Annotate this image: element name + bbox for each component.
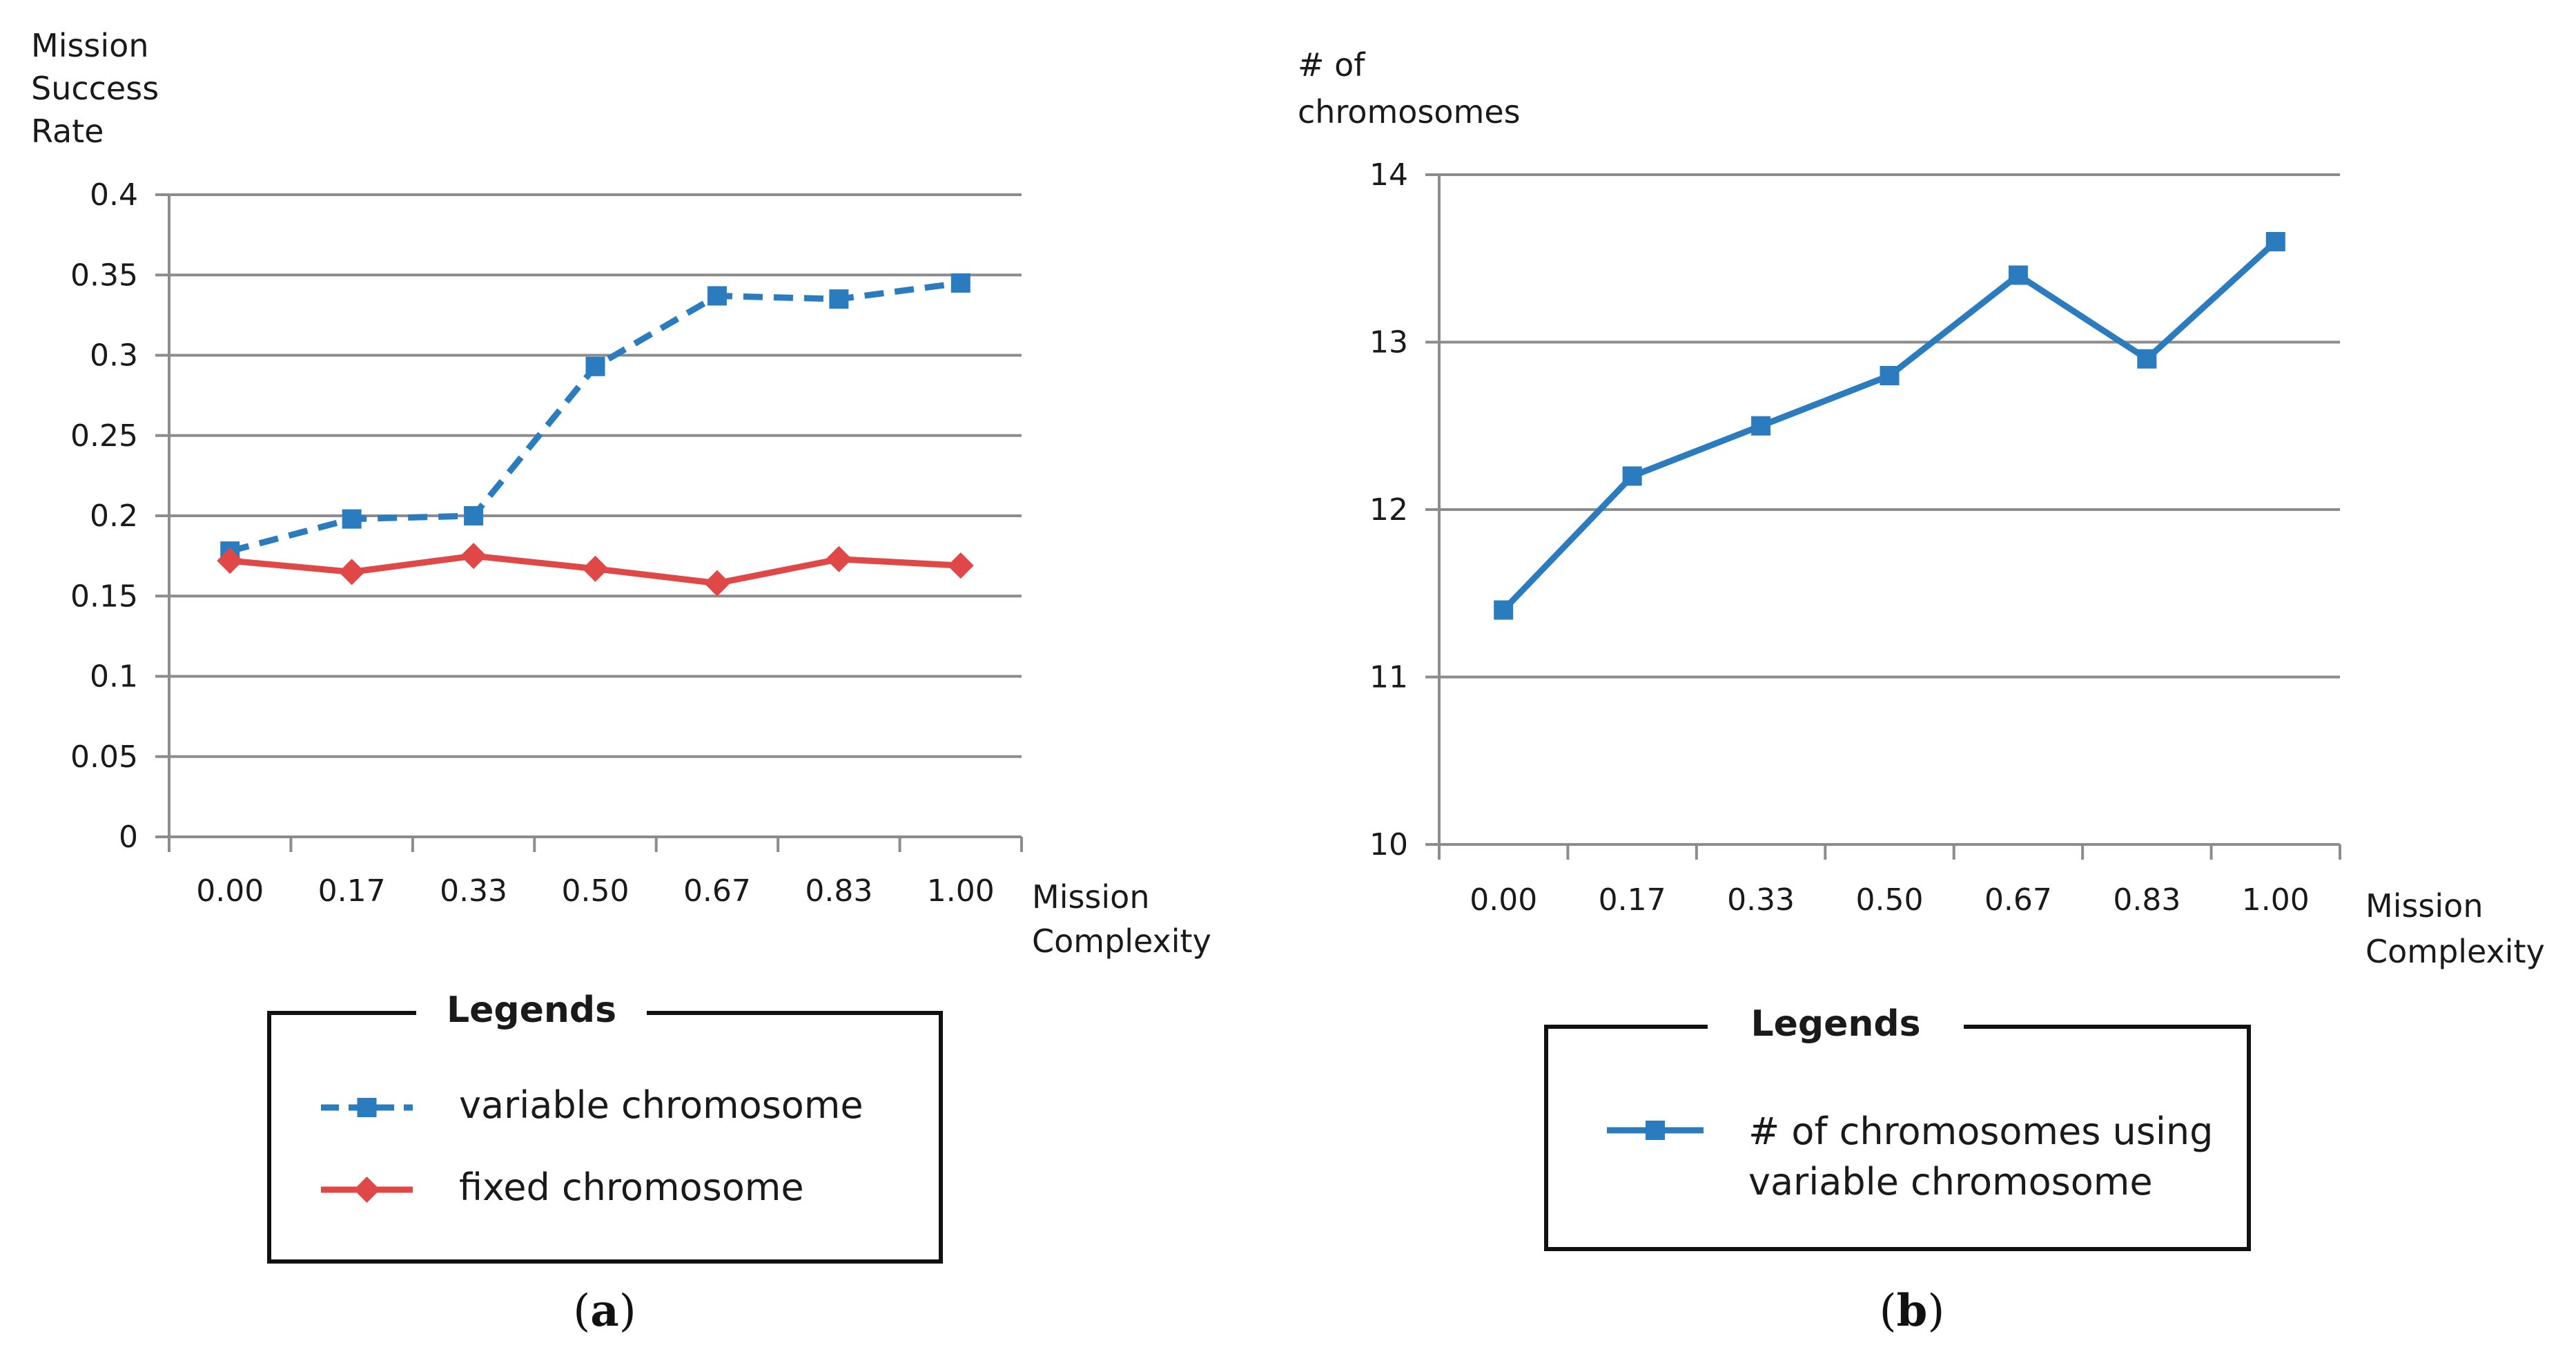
x-tick-label: 0.83 xyxy=(2113,882,2180,918)
y-axis-title: Success xyxy=(31,70,159,107)
legend: Legends variable chromosome fixed chromoso… xyxy=(267,989,943,1264)
y-tick-label: 0 xyxy=(119,820,138,855)
y-tick-label: 0.25 xyxy=(70,418,138,454)
y-tick-label: 0.4 xyxy=(90,177,138,213)
y-tick-label: 14 xyxy=(1369,157,1408,193)
legend-title: Legends xyxy=(1750,1003,1920,1045)
y-tick-label: 10 xyxy=(1369,827,1408,862)
legend-title: Legends xyxy=(447,989,616,1031)
legend-label: # of chromosomes using xyxy=(1748,1110,2213,1153)
x-tick-label: 1.00 xyxy=(2242,882,2310,918)
x-tick-label: 0.17 xyxy=(318,873,386,909)
data-point xyxy=(2137,349,2157,369)
x-tick-label: 0.67 xyxy=(1984,882,2052,918)
x-tick-label: 0.67 xyxy=(683,873,751,909)
y-tick-label: 0.3 xyxy=(90,338,138,374)
x-tick-label: 0.00 xyxy=(196,873,264,909)
x-tick-label: 1.00 xyxy=(927,873,995,909)
data-point xyxy=(342,509,362,529)
data-point xyxy=(1880,366,1900,385)
data-point xyxy=(582,555,609,582)
x-axis-title: Complexity xyxy=(2365,933,2545,970)
x-tick-label: 0.33 xyxy=(1727,882,1795,918)
data-point xyxy=(703,570,730,597)
data-point xyxy=(460,543,487,570)
data-point xyxy=(217,548,244,574)
y-axis-title: chromosomes xyxy=(1298,93,1521,130)
x-tick-label: 0.33 xyxy=(440,873,507,909)
series-line xyxy=(1501,239,2278,612)
legend-swatch-marker xyxy=(1646,1121,1665,1140)
data-point xyxy=(1494,600,1514,620)
x-axis-title: Complexity xyxy=(1032,922,1211,960)
data-point xyxy=(947,552,974,579)
series--of-chromosomes-using-variable-chromosome xyxy=(1494,232,2285,620)
data-point xyxy=(2265,232,2285,251)
data-point xyxy=(707,286,727,306)
legend-swatch-marker xyxy=(353,1177,380,1203)
y-tick-label: 0.1 xyxy=(90,659,138,695)
figure-caption: (b) xyxy=(1880,1285,1945,1337)
figure-caption: (a) xyxy=(573,1285,636,1337)
x-tick-label: 0.83 xyxy=(805,873,872,909)
legend-label: fixed chromosome xyxy=(459,1166,804,1209)
data-point xyxy=(2008,265,2028,285)
data-point xyxy=(338,559,365,586)
y-tick-label: 12 xyxy=(1369,492,1408,528)
data-point xyxy=(585,356,605,376)
legend-label: variable chromosome xyxy=(1748,1160,2153,1204)
data-point xyxy=(950,273,970,293)
chart-b: 10 11 12 13 14 0.00 0.17 0.33 0.50 0.67 0.83 1.00 # … xyxy=(1298,46,2545,1337)
legend-label: variable chromosome xyxy=(459,1083,863,1127)
data-point xyxy=(1622,466,1642,486)
y-axis-title: Rate xyxy=(31,113,104,150)
y-tick-label: 13 xyxy=(1369,325,1408,360)
legend-swatch-marker xyxy=(357,1098,377,1117)
x-tick-label: 0.50 xyxy=(1856,882,1924,918)
legend-border xyxy=(1544,1025,2251,1251)
series-fixed-chromosome xyxy=(217,543,974,597)
data-point xyxy=(829,289,849,309)
data-point xyxy=(464,506,484,525)
x-axis-title: Mission xyxy=(2365,887,2483,925)
series-variable-chromosome xyxy=(220,273,970,561)
y-tick-label: 0.2 xyxy=(90,499,138,534)
x-axis-title: Mission xyxy=(1032,878,1149,916)
chart-a: 0 0.05 0.1 0.15 0.2 0.25 0.3 0.35 0.4 0.00 0.17 0.3… xyxy=(31,27,1211,1337)
data-point xyxy=(1751,416,1771,436)
legend-border xyxy=(267,1011,943,1264)
x-tick-label: 0.00 xyxy=(1470,882,1537,918)
y-axis-title: # of xyxy=(1298,46,1366,84)
x-tick-label: 0.50 xyxy=(562,873,630,909)
y-tick-label: 11 xyxy=(1369,660,1408,695)
y-axis-title: Mission xyxy=(31,27,148,64)
y-tick-label: 0.05 xyxy=(70,740,138,775)
y-tick-label: 0.35 xyxy=(70,258,138,293)
x-tick-label: 0.17 xyxy=(1599,882,1666,918)
legend: Legends # of chromosomes using variable ch… xyxy=(1544,1003,2251,1251)
series-line xyxy=(229,280,962,554)
y-tick-label: 0.15 xyxy=(70,579,138,614)
data-point xyxy=(826,545,852,572)
